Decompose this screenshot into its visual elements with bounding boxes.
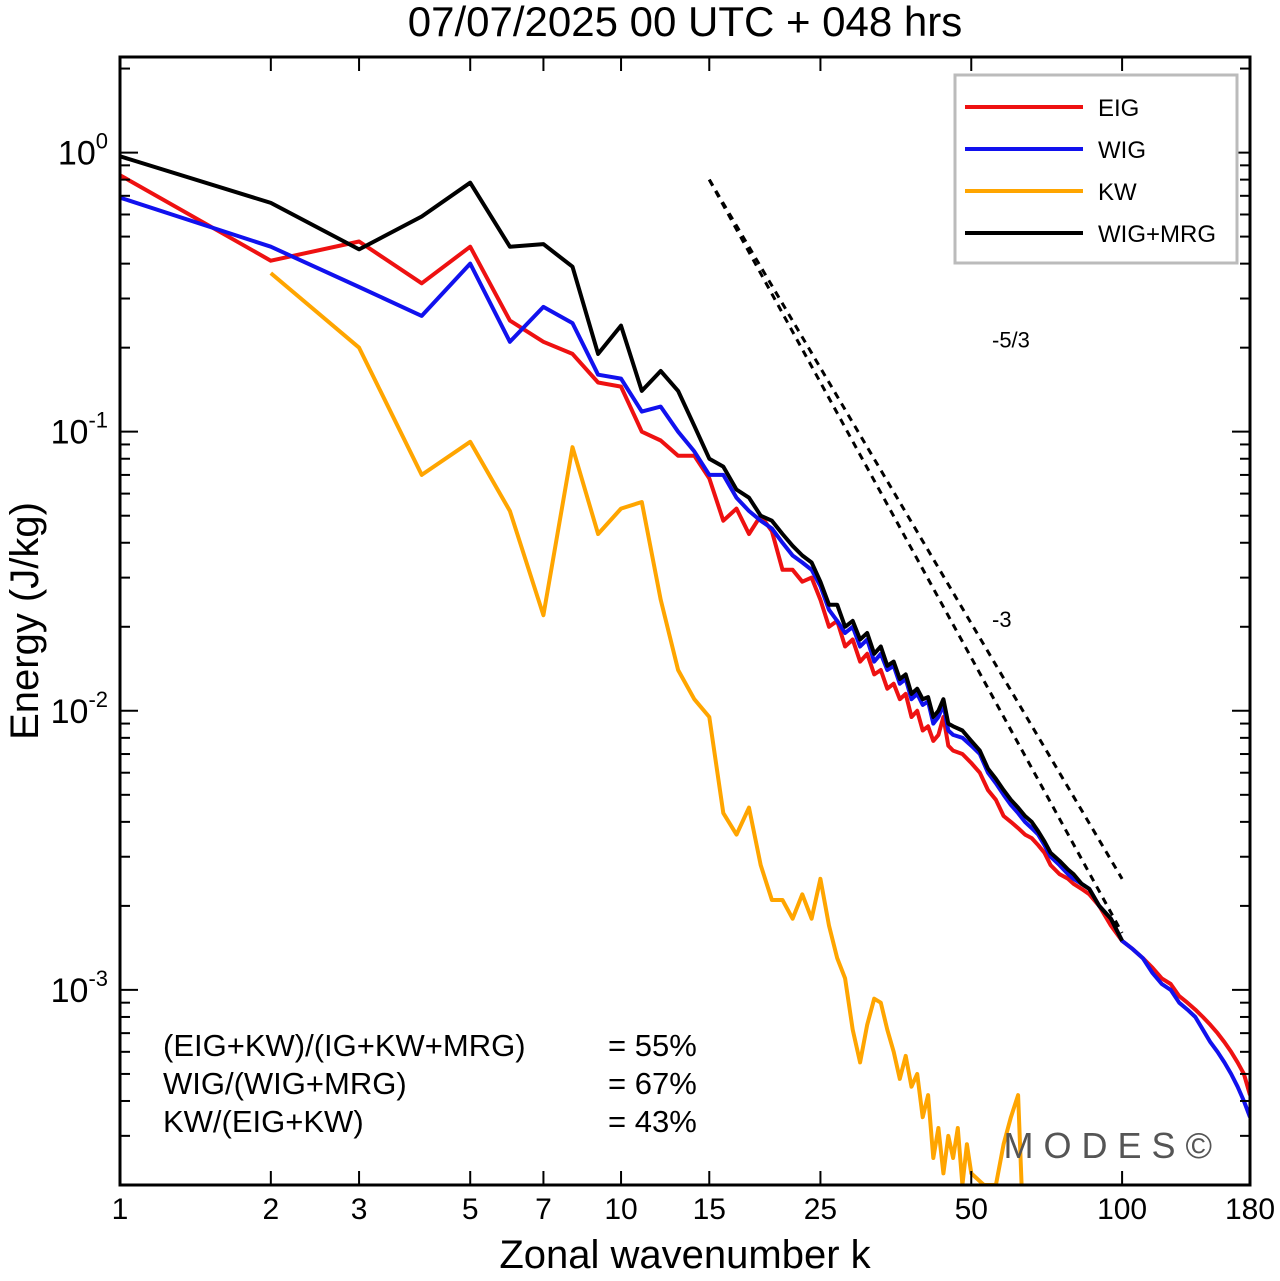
series-layer bbox=[120, 154, 1250, 1185]
x-tick-label: 5 bbox=[462, 1193, 479, 1226]
x-axis-ticks: 1 2 3 5 7 10 15 25 50 100 180 bbox=[112, 57, 1275, 1226]
series-line-wig bbox=[120, 195, 1250, 1118]
legend-entry-label: KW bbox=[1098, 179, 1137, 206]
slope-label-1: -3 bbox=[992, 607, 1012, 632]
y-axis-label: Energy (J/kg) bbox=[3, 502, 47, 740]
ratio-value: = 55% bbox=[608, 1028, 697, 1063]
ratio-label: KW/(EIG+KW) bbox=[163, 1104, 364, 1139]
x-tick-label: 7 bbox=[535, 1193, 552, 1226]
ratio-value: = 67% bbox=[608, 1066, 697, 1101]
reference-slopes: -5/3 -3 bbox=[707, 178, 1124, 934]
x-tick-label: 50 bbox=[955, 1193, 988, 1226]
slope-line-1 bbox=[707, 178, 1124, 880]
y-axis-ticks: 100 10-1 10-2 10-3 bbox=[51, 67, 1250, 1186]
slope-line-0 bbox=[707, 178, 1124, 934]
watermark: MODES© bbox=[1003, 1125, 1222, 1166]
x-tick-label: 15 bbox=[693, 1193, 726, 1226]
x-tick-label: 10 bbox=[604, 1193, 637, 1226]
legend-entry-label: EIG bbox=[1098, 95, 1139, 122]
x-tick-label: 25 bbox=[804, 1193, 837, 1226]
y-tick-label: 10-2 bbox=[51, 687, 108, 731]
chart-title: 07/07/2025 00 UTC + 048 hrs bbox=[408, 0, 963, 45]
y-tick-label: 100 bbox=[58, 129, 108, 173]
x-tick-label: 180 bbox=[1225, 1193, 1275, 1226]
y-tick-label: 10-1 bbox=[51, 408, 108, 452]
legend-entry-label: WIG bbox=[1098, 137, 1146, 164]
series-line-eig bbox=[120, 173, 1250, 1096]
plot-frame bbox=[118, 55, 1252, 1187]
y-tick-label: 10-3 bbox=[51, 966, 108, 1010]
series-line-wig-mrg bbox=[120, 154, 1124, 942]
slope-label-0: -5/3 bbox=[992, 328, 1030, 353]
ratio-value: = 43% bbox=[608, 1104, 697, 1139]
legend: EIG WIG KW WIG+MRG bbox=[953, 73, 1239, 265]
legend-entry-label: WIG+MRG bbox=[1098, 221, 1216, 248]
x-axis-label: Zonal wavenumber k bbox=[499, 1233, 871, 1277]
ratio-label: (EIG+KW)/(IG+KW+MRG) bbox=[163, 1028, 526, 1063]
x-tick-label: 1 bbox=[112, 1193, 129, 1226]
series-line-kw bbox=[269, 271, 1024, 1185]
x-tick-label: 2 bbox=[262, 1193, 279, 1226]
x-tick-label: 3 bbox=[351, 1193, 368, 1226]
ratio-annotations: (EIG+KW)/(IG+KW+MRG) = 55% WIG/(WIG+MRG) = … bbox=[163, 1028, 697, 1139]
ratio-label: WIG/(WIG+MRG) bbox=[163, 1066, 407, 1101]
x-tick-label: 100 bbox=[1097, 1193, 1147, 1226]
